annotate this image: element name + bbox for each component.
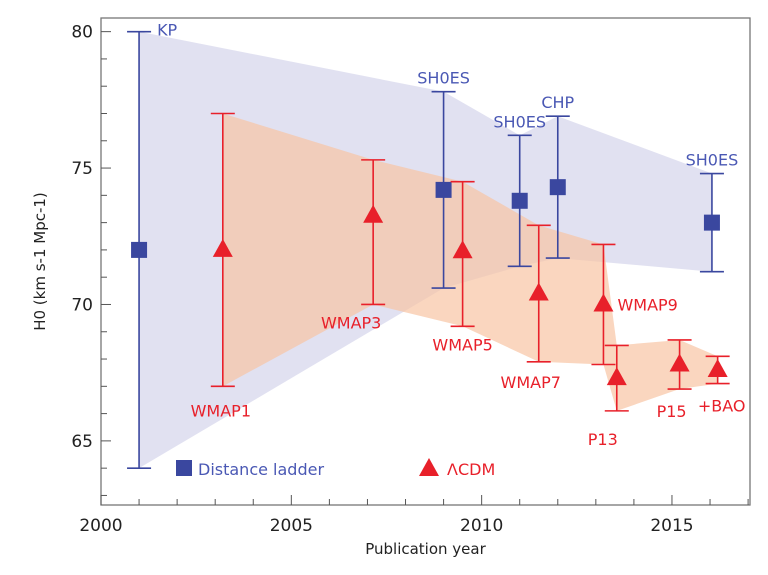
point-label: P15 (657, 402, 687, 421)
point-label: WMAP9 (617, 295, 677, 314)
square-marker (549, 179, 566, 196)
triangle-marker (593, 293, 614, 312)
x-tick-label: 2000 (79, 516, 122, 536)
x-axis-label: Publication year (365, 540, 486, 558)
square-marker (435, 181, 452, 198)
x-tick-label: 2015 (650, 516, 693, 536)
point-label: P13 (588, 430, 618, 449)
x-tick-label: 2010 (460, 516, 503, 536)
triangle-marker (528, 282, 549, 301)
point-label: KP (157, 21, 177, 40)
point-label: WMAP5 (432, 335, 492, 354)
y-tick-label: 80 (71, 23, 93, 43)
triangle-marker (606, 367, 627, 386)
point-label: WMAP1 (191, 401, 251, 420)
square-marker (511, 192, 528, 209)
point-label: CHP (541, 93, 574, 112)
point-label: SH0ES (686, 151, 739, 170)
square-marker (131, 241, 148, 258)
point-label: SH0ES (493, 112, 546, 131)
legend-triangle-icon (419, 458, 439, 476)
legend-square-icon (176, 460, 192, 476)
triangle-marker (212, 238, 233, 257)
y-tick-label: 65 (71, 432, 93, 452)
legend-label-lcdm: ΛCDM (447, 460, 495, 479)
y-tick-label: 75 (71, 159, 93, 179)
lcdm-band (222, 113, 718, 411)
triangle-marker (363, 204, 384, 223)
point-label: SH0ES (417, 69, 470, 88)
point-label: +BAO (698, 397, 746, 416)
point-label: WMAP3 (321, 313, 381, 332)
legend-label-distance-ladder: Distance ladder (198, 460, 324, 479)
square-marker (703, 214, 720, 231)
y-axis-label: H0 (km s-1 Mpc-1) (31, 192, 49, 331)
triangle-marker (669, 353, 690, 372)
plot-frame (100, 17, 751, 506)
triangle-marker (707, 358, 728, 377)
triangle-marker (452, 240, 473, 259)
x-tick-label: 2005 (270, 516, 313, 536)
point-label: WMAP7 (501, 373, 561, 392)
y-tick-label: 70 (71, 295, 93, 315)
